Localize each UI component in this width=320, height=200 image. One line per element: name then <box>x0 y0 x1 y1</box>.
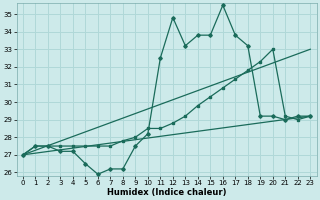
X-axis label: Humidex (Indice chaleur): Humidex (Indice chaleur) <box>107 188 226 197</box>
